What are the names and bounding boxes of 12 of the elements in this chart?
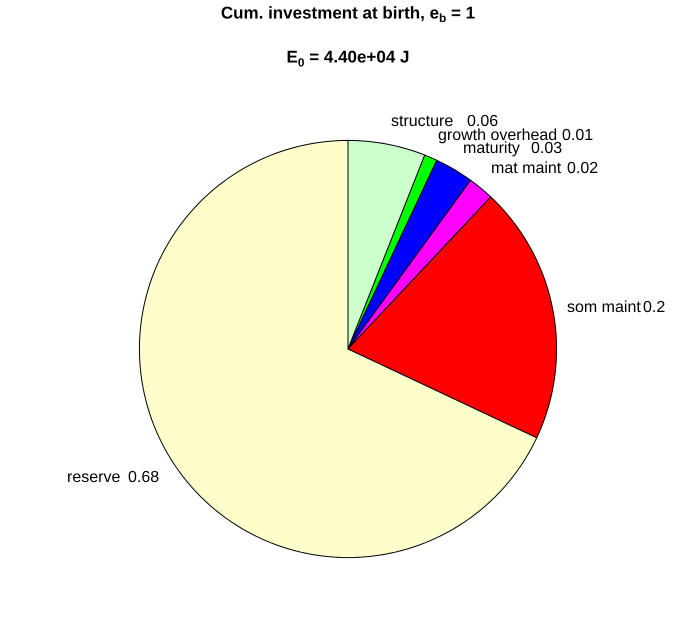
slice-label: maturity — [463, 140, 520, 157]
data-label: 0.03 — [531, 140, 562, 157]
slice-label: mat maint — [491, 160, 562, 177]
chart-subtitle: E$_{0}$ = 4.40e+04 J — [286, 48, 410, 70]
data-label: 0.2 — [643, 299, 666, 316]
data-label: 0.02 — [567, 160, 598, 177]
chart-title: Cum. investment at birth, e$_{b}$ = 1 — [220, 4, 476, 26]
slice-label: som maint — [567, 299, 642, 316]
data-label: 0.68 — [128, 469, 160, 486]
slice-label: reserve — [67, 469, 120, 486]
data-label: 0.01 — [562, 127, 594, 144]
slice-label: structure — [391, 113, 454, 130]
